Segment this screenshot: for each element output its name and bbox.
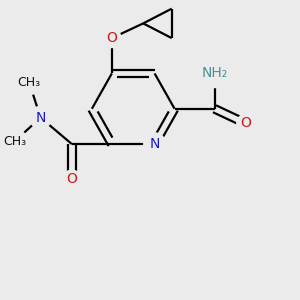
Text: O: O	[106, 31, 117, 45]
Circle shape	[3, 129, 27, 154]
Text: O: O	[67, 172, 77, 186]
Text: NH₂: NH₂	[201, 66, 228, 80]
Text: N: N	[149, 137, 160, 151]
Circle shape	[201, 59, 228, 88]
Circle shape	[103, 29, 121, 47]
Circle shape	[144, 133, 166, 155]
Circle shape	[17, 70, 41, 94]
Text: N: N	[35, 111, 46, 124]
Text: O: O	[240, 116, 251, 130]
Circle shape	[30, 106, 51, 129]
Circle shape	[63, 170, 81, 189]
Circle shape	[237, 114, 255, 133]
Text: CH₃: CH₃	[18, 76, 41, 89]
Text: CH₃: CH₃	[3, 135, 26, 148]
